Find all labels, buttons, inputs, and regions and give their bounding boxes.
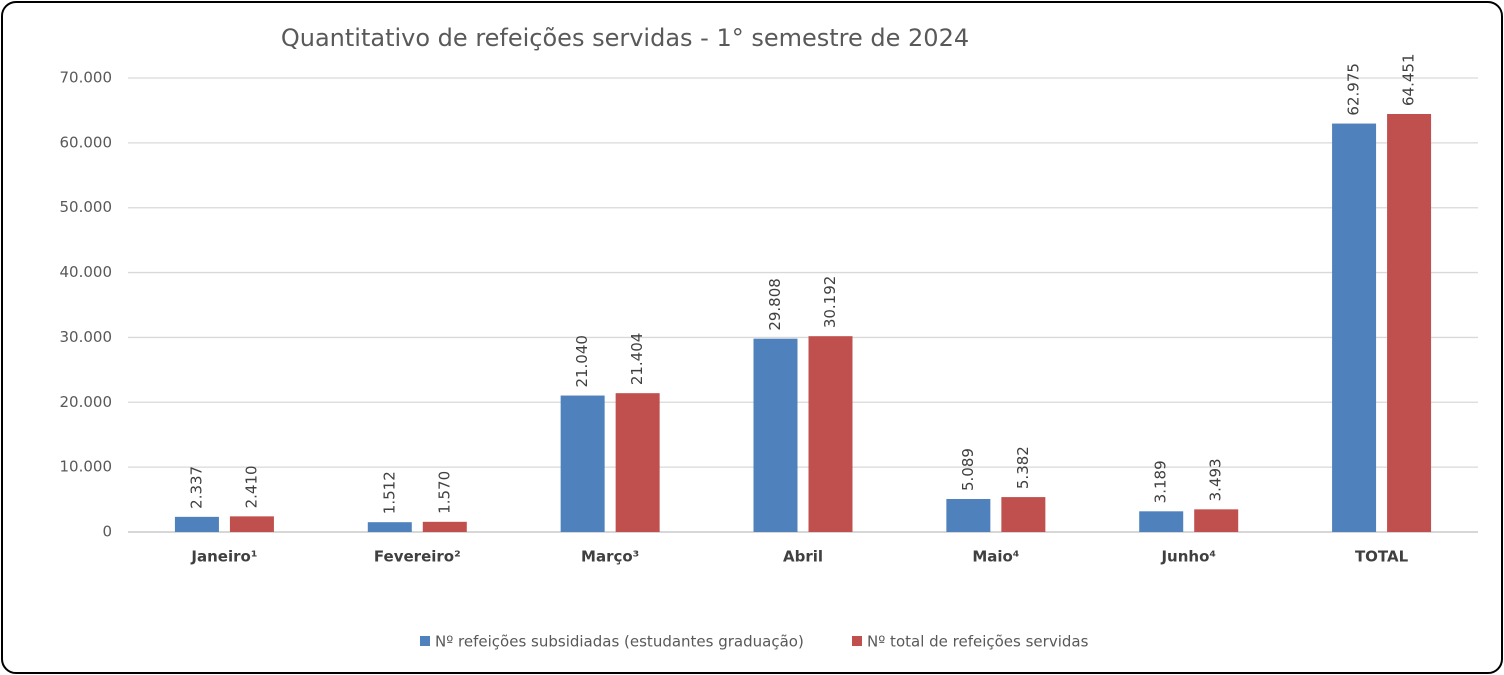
bar (753, 338, 798, 532)
legend-label: Nº refeições subsidiadas (estudantes gra… (435, 633, 804, 651)
value-label: 3.493 (1207, 458, 1225, 501)
y-tick-label: 0 (102, 523, 112, 541)
value-label: 29.808 (766, 278, 784, 331)
bar (422, 521, 467, 532)
value-label: 21.040 (573, 335, 591, 388)
bar (1387, 113, 1432, 532)
y-tick-label: 70.000 (60, 69, 113, 87)
bar (229, 516, 274, 532)
legend-swatch (420, 636, 430, 646)
x-tick-label: Junho⁴ (1160, 548, 1216, 566)
bar (808, 336, 853, 532)
y-tick-label: 40.000 (60, 263, 113, 281)
value-label: 1.512 (380, 471, 398, 514)
value-label: 62.975 (1345, 63, 1363, 116)
y-tick-label: 50.000 (60, 198, 113, 216)
y-tick-label: 10.000 (60, 458, 113, 476)
bar (615, 393, 660, 532)
x-tick-label: Abril (783, 548, 823, 566)
bar (1194, 509, 1239, 532)
bar (560, 395, 605, 532)
value-label: 2.337 (187, 466, 205, 509)
value-label: 2.410 (242, 465, 260, 508)
bar (1139, 511, 1184, 532)
bar (174, 516, 219, 532)
value-label: 1.570 (435, 471, 453, 514)
legend-label: Nº total de refeições servidas (867, 633, 1089, 651)
value-label: 3.189 (1152, 460, 1170, 503)
chart-title: Quantitativo de refeições servidas - 1° … (281, 24, 969, 52)
x-tick-label: Maio⁴ (972, 548, 1019, 566)
x-tick-label: TOTAL (1355, 548, 1409, 566)
legend-swatch (852, 636, 862, 646)
value-label: 64.451 (1400, 53, 1418, 106)
bar (1001, 497, 1046, 532)
bar (1332, 123, 1377, 533)
value-label: 5.089 (959, 448, 977, 491)
x-tick-label: Março³ (581, 548, 639, 566)
y-tick-label: 20.000 (60, 393, 113, 411)
value-label: 21.404 (628, 333, 646, 386)
bar (367, 522, 412, 532)
value-label: 5.382 (1014, 446, 1032, 489)
y-tick-label: 60.000 (60, 133, 113, 151)
x-tick-label: Janeiro¹ (190, 548, 257, 566)
value-label: 30.192 (821, 276, 839, 329)
y-tick-label: 30.000 (60, 328, 113, 346)
bar (946, 498, 991, 532)
x-tick-label: Fevereiro² (374, 548, 461, 566)
